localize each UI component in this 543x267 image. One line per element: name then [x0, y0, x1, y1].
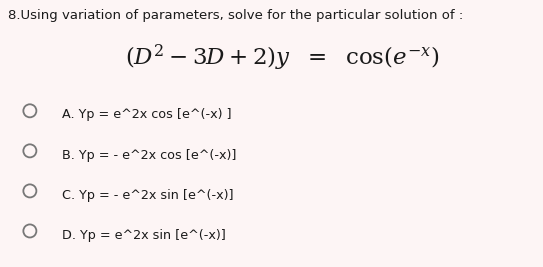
Text: A. Yp = e^2x cos [e^(-x) ]: A. Yp = e^2x cos [e^(-x) ] — [62, 108, 232, 121]
Text: B. Yp = - e^2x cos [e^(-x)]: B. Yp = - e^2x cos [e^(-x)] — [62, 148, 237, 162]
Text: $\left(D^{2}-3D+2\right)y\ \ =\ \ \cos\!\left(e^{-x}\right)$: $\left(D^{2}-3D+2\right)y\ \ =\ \ \cos\!… — [125, 42, 439, 73]
Text: D. Yp = e^2x sin [e^(-x)]: D. Yp = e^2x sin [e^(-x)] — [62, 229, 226, 242]
Text: 8.Using variation of parameters, solve for the particular solution of :: 8.Using variation of parameters, solve f… — [8, 9, 463, 22]
Text: C. Yp = - e^2x sin [e^(-x)]: C. Yp = - e^2x sin [e^(-x)] — [62, 189, 234, 202]
